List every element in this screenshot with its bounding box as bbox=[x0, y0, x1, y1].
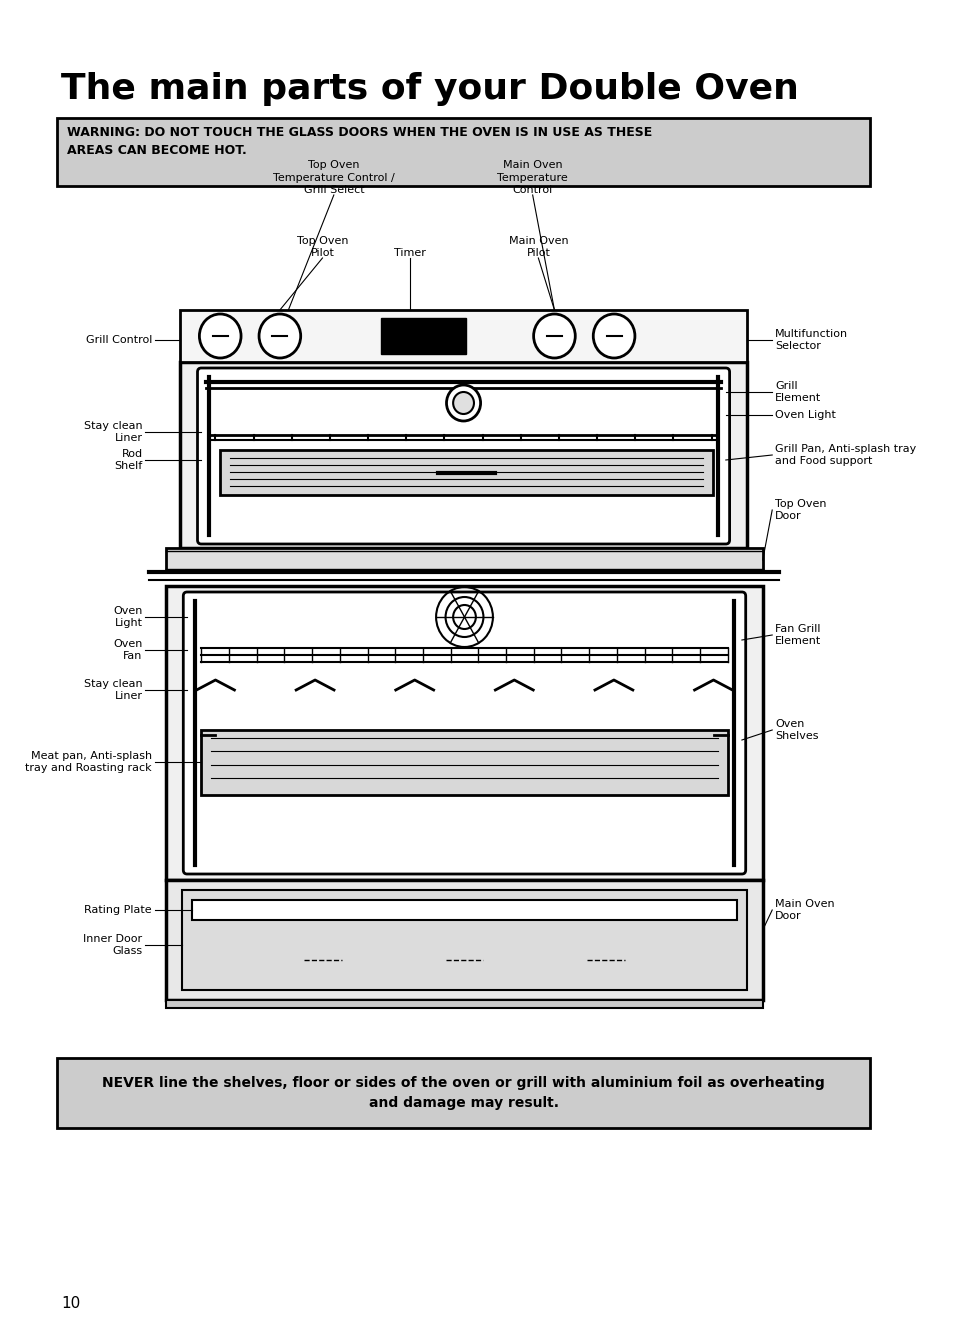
Bar bbox=[220, 450, 712, 496]
Text: Main Oven
Pilot: Main Oven Pilot bbox=[508, 235, 568, 258]
Text: Stay clean
Liner: Stay clean Liner bbox=[84, 679, 142, 701]
Circle shape bbox=[533, 314, 575, 358]
Bar bbox=[381, 318, 466, 354]
Text: Oven
Light: Oven Light bbox=[113, 605, 142, 628]
Text: Multifunction
Selector: Multifunction Selector bbox=[774, 329, 847, 351]
Text: Meat pan, Anti-splash
tray and Roasting rack: Meat pan, Anti-splash tray and Roasting … bbox=[26, 751, 152, 774]
Text: Oven
Shelves: Oven Shelves bbox=[774, 719, 818, 741]
Text: Inner Door
Glass: Inner Door Glass bbox=[83, 934, 142, 957]
Bar bbox=[166, 548, 762, 572]
Bar bbox=[57, 1058, 869, 1128]
Bar bbox=[166, 880, 762, 1001]
Text: Fan Grill
Element: Fan Grill Element bbox=[774, 624, 821, 647]
Text: Rod
Shelf: Rod Shelf bbox=[114, 449, 142, 472]
FancyBboxPatch shape bbox=[197, 367, 729, 544]
Bar bbox=[180, 362, 746, 548]
Text: NEVER line the shelves, floor or sides of the oven or grill with aluminium foil : NEVER line the shelves, floor or sides o… bbox=[102, 1077, 824, 1110]
Bar bbox=[166, 1001, 762, 1007]
Text: Stay clean
Liner: Stay clean Liner bbox=[84, 421, 142, 444]
Circle shape bbox=[453, 391, 474, 414]
Bar bbox=[57, 118, 869, 186]
Text: Timer: Timer bbox=[394, 248, 425, 258]
Circle shape bbox=[259, 314, 300, 358]
Circle shape bbox=[593, 314, 635, 358]
Text: Main Oven
Temperature
Control: Main Oven Temperature Control bbox=[497, 160, 567, 195]
Circle shape bbox=[199, 314, 241, 358]
Bar bbox=[182, 890, 746, 990]
Text: Grill Pan, Anti-splash tray
and Food support: Grill Pan, Anti-splash tray and Food sup… bbox=[774, 444, 915, 466]
FancyBboxPatch shape bbox=[183, 592, 745, 874]
Bar bbox=[201, 729, 727, 795]
Circle shape bbox=[446, 385, 480, 421]
Text: Top Oven
Door: Top Oven Door bbox=[774, 498, 825, 521]
Text: Grill Control: Grill Control bbox=[86, 335, 152, 345]
Text: 10: 10 bbox=[61, 1296, 80, 1311]
Text: Main Oven
Door: Main Oven Door bbox=[774, 899, 834, 922]
Bar bbox=[192, 900, 737, 921]
Text: Rating Plate: Rating Plate bbox=[84, 904, 152, 915]
Bar bbox=[180, 310, 746, 362]
Text: Grill
Element: Grill Element bbox=[774, 381, 821, 403]
Text: The main parts of your Double Oven: The main parts of your Double Oven bbox=[61, 72, 799, 106]
Text: Top Oven
Pilot: Top Oven Pilot bbox=[296, 235, 348, 258]
Text: Oven
Fan: Oven Fan bbox=[113, 639, 142, 661]
Bar bbox=[166, 587, 762, 880]
Text: Top Oven
Temperature Control /
Grill Select: Top Oven Temperature Control / Grill Sel… bbox=[273, 160, 395, 195]
Text: Oven Light: Oven Light bbox=[774, 410, 835, 420]
Text: WARNING: DO NOT TOUCH THE GLASS DOORS WHEN THE OVEN IS IN USE AS THESE
AREAS CAN: WARNING: DO NOT TOUCH THE GLASS DOORS WH… bbox=[67, 126, 652, 158]
